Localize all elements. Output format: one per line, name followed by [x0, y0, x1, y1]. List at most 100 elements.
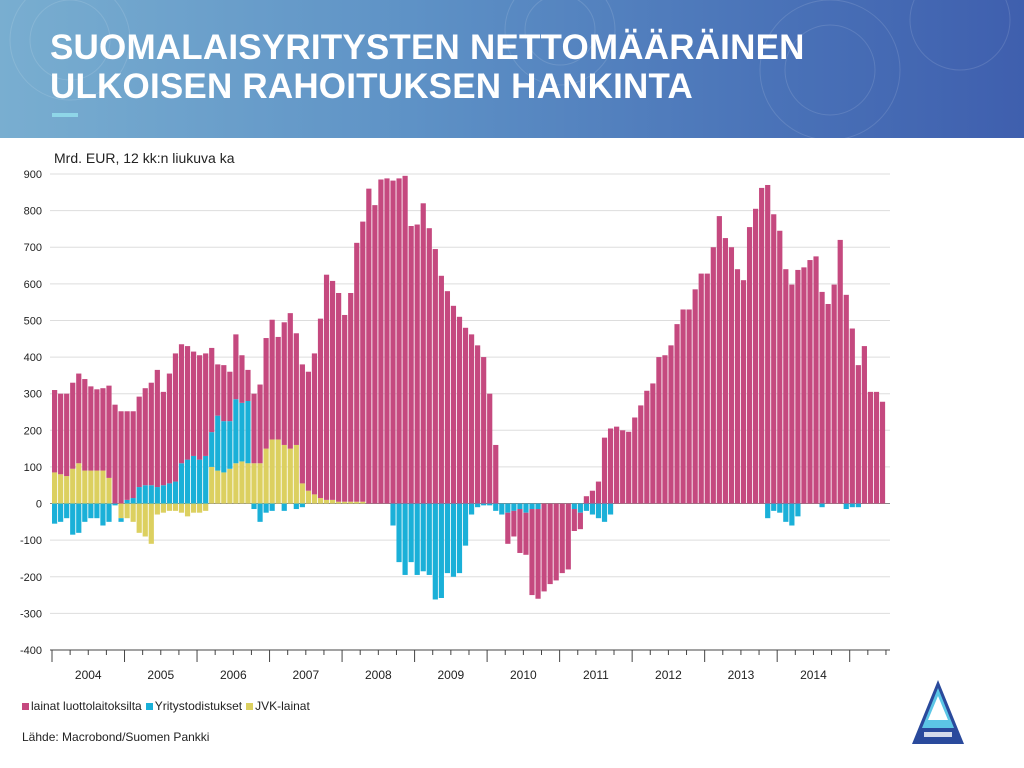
bar-lainat — [160, 391, 166, 486]
bar-yritystodistukset — [76, 503, 82, 533]
bar-jvk — [190, 503, 197, 513]
legend-label-jvk: JVK-lainat — [255, 699, 310, 713]
bar-lainat — [777, 230, 783, 504]
bar-yritystodistukset — [595, 503, 602, 519]
bar-yritystodistukset — [843, 503, 849, 510]
y-tick-label: 400 — [24, 352, 42, 364]
bar-lainat — [765, 184, 771, 504]
bar-lainat — [505, 512, 511, 544]
bar-yritystodistukset — [227, 421, 233, 469]
bar-lainat — [184, 346, 191, 460]
bar-lainat — [251, 393, 257, 464]
bar-lainat — [493, 444, 499, 504]
chart-unit-label: Mrd. EUR, 12 kk:n liukuva ka — [54, 150, 235, 166]
bar-jvk — [184, 503, 191, 517]
bar-yritystodistukset — [239, 402, 245, 462]
bar-lainat — [475, 345, 481, 504]
bar-yritystodistukset — [571, 503, 577, 510]
bar-lainat — [553, 503, 559, 581]
y-tick-label: -200 — [20, 572, 42, 584]
bar-yritystodistukset — [251, 503, 257, 510]
bar-lainat — [813, 256, 819, 504]
bar-lainat — [402, 175, 408, 504]
bar-yritystodistukset — [52, 503, 58, 524]
title-underline — [52, 113, 78, 117]
bar-lainat — [674, 324, 680, 504]
bar-yritystodistukset — [771, 503, 777, 511]
bar-yritystodistukset — [849, 503, 855, 508]
bar-yritystodistukset — [166, 483, 173, 504]
bar-lainat — [632, 417, 638, 504]
bar-yritystodistukset — [106, 503, 112, 522]
bar-lainat — [209, 347, 215, 433]
x-year-label: 2010 — [510, 668, 537, 682]
y-tick-label: 600 — [24, 279, 42, 291]
bars — [52, 175, 886, 600]
bar-lainat — [178, 344, 185, 464]
bar-lainat — [716, 216, 722, 504]
bar-yritystodistukset — [535, 503, 541, 510]
bar-yritystodistukset — [517, 503, 523, 510]
x-year-label: 2005 — [147, 668, 174, 682]
bar-lainat — [221, 365, 227, 422]
bar-lainat — [831, 284, 837, 504]
x-year-label: 2008 — [365, 668, 392, 682]
bar-lainat — [215, 364, 221, 416]
bar-yritystodistukset — [481, 503, 487, 506]
x-year-label: 2007 — [292, 668, 319, 682]
bar-lainat — [825, 303, 831, 504]
bar-yritystodistukset — [396, 503, 402, 563]
bar-lainat — [148, 382, 154, 486]
bar-jvk — [148, 503, 154, 544]
bar-lainat — [390, 180, 396, 504]
bar-lainat — [783, 269, 789, 504]
bar-lainat — [638, 405, 644, 504]
bar-lainat — [342, 314, 348, 502]
bar-lainat — [94, 389, 100, 471]
bar-jvk — [251, 463, 257, 504]
bar-lainat — [728, 247, 735, 504]
bar-lainat — [547, 503, 553, 585]
bar-lainat — [686, 309, 692, 504]
bar-jvk — [70, 468, 76, 504]
bar-yritystodistukset — [154, 487, 160, 504]
bar-lainat — [305, 371, 312, 491]
bar-lainat — [577, 512, 583, 530]
bar-lainat — [329, 280, 336, 500]
legend-item-lainat: lainat luottolaitoksilta — [22, 699, 142, 713]
x-year-label: 2011 — [583, 668, 609, 682]
bar-jvk — [269, 439, 275, 504]
bar-lainat — [541, 503, 547, 592]
bar-jvk — [142, 503, 148, 537]
legend-label-lainat: lainat luottolaitoksilta — [31, 699, 142, 713]
bar-lainat — [468, 334, 475, 504]
bar-lainat — [100, 388, 106, 471]
bar-lainat — [879, 401, 886, 504]
bar-lainat — [245, 369, 251, 402]
bar-jvk — [342, 501, 348, 504]
bar-lainat — [372, 205, 378, 504]
bar-yritystodistukset — [148, 485, 154, 504]
bar-lainat — [698, 273, 704, 504]
x-year-label: 2014 — [800, 668, 827, 682]
bar-lainat — [106, 385, 112, 478]
bar-yritystodistukset — [607, 503, 614, 515]
bar-lainat — [233, 334, 239, 400]
y-tick-label: 0 — [36, 499, 42, 511]
bar-yritystodistukset — [529, 503, 535, 510]
bar-lainat — [462, 327, 469, 504]
legend: lainat luottolaitoksilta Yritystodistuks… — [22, 697, 314, 715]
y-tick-label: 300 — [24, 389, 42, 401]
bar-lainat — [130, 411, 136, 499]
bar-yritystodistukset — [197, 459, 203, 504]
bar-jvk — [100, 470, 106, 504]
legend-swatch-lainat — [22, 702, 29, 710]
bar-lainat — [626, 431, 632, 504]
y-tick-label: -100 — [20, 535, 42, 547]
bar-lainat — [873, 391, 880, 504]
bar-lainat — [317, 318, 324, 499]
bar-lainat — [740, 280, 747, 504]
x-year-label: 2012 — [655, 668, 682, 682]
bar-lainat — [52, 390, 58, 473]
bar-yritystodistukset — [390, 503, 396, 526]
